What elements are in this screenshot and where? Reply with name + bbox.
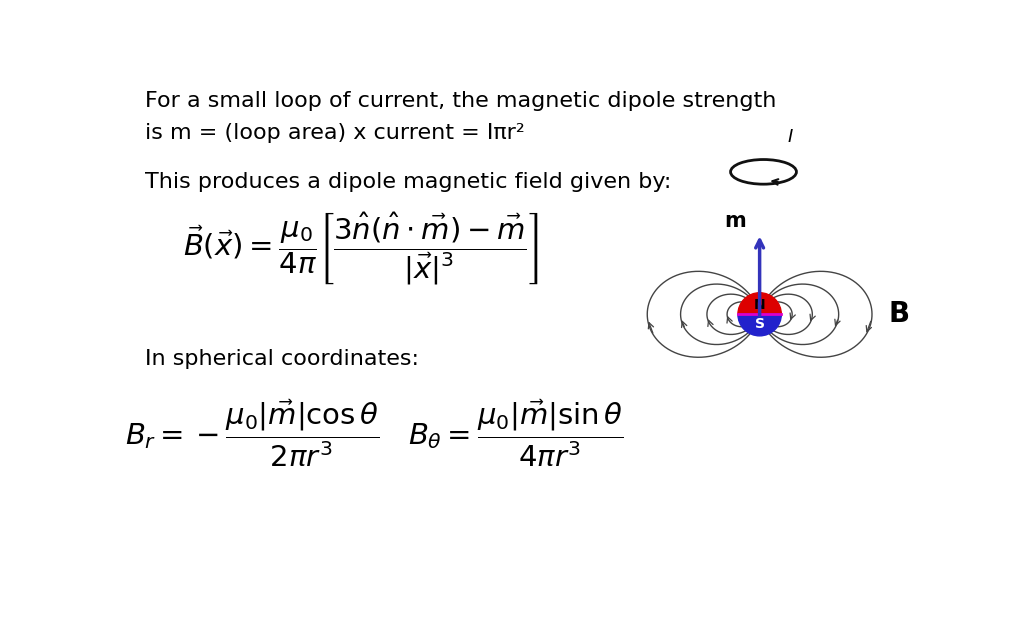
Wedge shape — [738, 293, 781, 314]
Text: I: I — [788, 128, 794, 146]
Wedge shape — [738, 314, 781, 336]
Text: This produces a dipole magnetic field given by:: This produces a dipole magnetic field gi… — [145, 172, 672, 192]
Text: For a small loop of current, the magnetic dipole strength: For a small loop of current, the magneti… — [145, 91, 776, 111]
Text: $B_r=-\dfrac{\mu_0|\vec{m}|\cos\theta}{2\pi r^3}$: $B_r=-\dfrac{\mu_0|\vec{m}|\cos\theta}{2… — [125, 398, 379, 469]
Text: $B_\theta=\dfrac{\mu_0|\vec{m}|\sin\theta}{4\pi r^3}$: $B_\theta=\dfrac{\mu_0|\vec{m}|\sin\thet… — [408, 398, 624, 469]
Text: $\mathbf{B}$: $\mathbf{B}$ — [888, 301, 908, 328]
Text: is m = (loop area) x current = Iπr²: is m = (loop area) x current = Iπr² — [145, 123, 524, 144]
Text: $\vec{B}(\vec{x})=\dfrac{\mu_0}{4\pi}\left[\dfrac{3\hat{n}(\hat{n}\cdot\vec{m})-: $\vec{B}(\vec{x})=\dfrac{\mu_0}{4\pi}\le… — [182, 211, 539, 287]
Text: $\mathbf{m}$: $\mathbf{m}$ — [724, 211, 745, 231]
Text: S: S — [755, 317, 765, 331]
Text: N: N — [754, 297, 765, 312]
Text: In spherical coordinates:: In spherical coordinates: — [145, 349, 419, 369]
